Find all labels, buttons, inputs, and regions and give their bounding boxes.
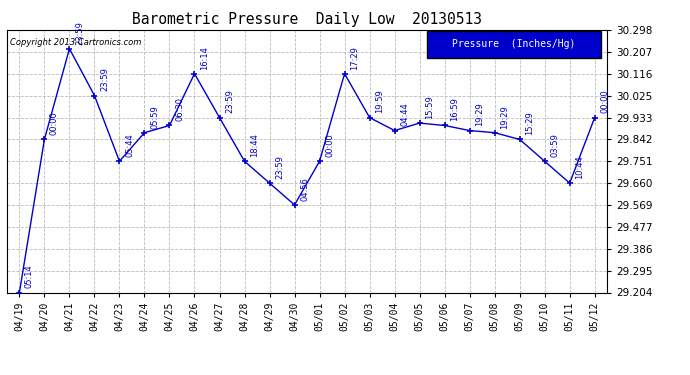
Text: 10:44: 10:44 xyxy=(575,155,584,179)
Text: Pressure  (Inches/Hg): Pressure (Inches/Hg) xyxy=(453,39,576,50)
Text: 00:00: 00:00 xyxy=(325,134,334,157)
Text: 23:59: 23:59 xyxy=(275,155,284,179)
Text: 15:59: 15:59 xyxy=(425,95,434,119)
Text: Copyright 2013 Cartronics.com: Copyright 2013 Cartronics.com xyxy=(10,38,141,47)
Text: 16:14: 16:14 xyxy=(200,46,209,69)
Title: Barometric Pressure  Daily Low  20130513: Barometric Pressure Daily Low 20130513 xyxy=(132,12,482,27)
Text: 23:59: 23:59 xyxy=(100,68,109,92)
Text: 17:29: 17:29 xyxy=(350,46,359,69)
Text: 23:59: 23:59 xyxy=(75,21,84,45)
Text: 19:59: 19:59 xyxy=(375,90,384,113)
Text: 05:59: 05:59 xyxy=(150,105,159,129)
Text: 00:00: 00:00 xyxy=(600,90,609,113)
Text: 18:44: 18:44 xyxy=(250,133,259,157)
Text: 06:30: 06:30 xyxy=(175,98,184,122)
Text: 19:29: 19:29 xyxy=(500,105,509,129)
Text: 05:44: 05:44 xyxy=(125,134,134,157)
Text: 16:59: 16:59 xyxy=(450,98,459,122)
Text: 04:56: 04:56 xyxy=(300,177,309,201)
Text: 05:14: 05:14 xyxy=(25,265,34,288)
Text: 15:29: 15:29 xyxy=(525,111,534,135)
Text: 19:29: 19:29 xyxy=(475,103,484,126)
Text: 04:44: 04:44 xyxy=(400,103,409,126)
Text: 23:59: 23:59 xyxy=(225,90,234,113)
FancyBboxPatch shape xyxy=(427,32,601,58)
Text: 00:00: 00:00 xyxy=(50,111,59,135)
Text: 03:59: 03:59 xyxy=(550,133,559,157)
